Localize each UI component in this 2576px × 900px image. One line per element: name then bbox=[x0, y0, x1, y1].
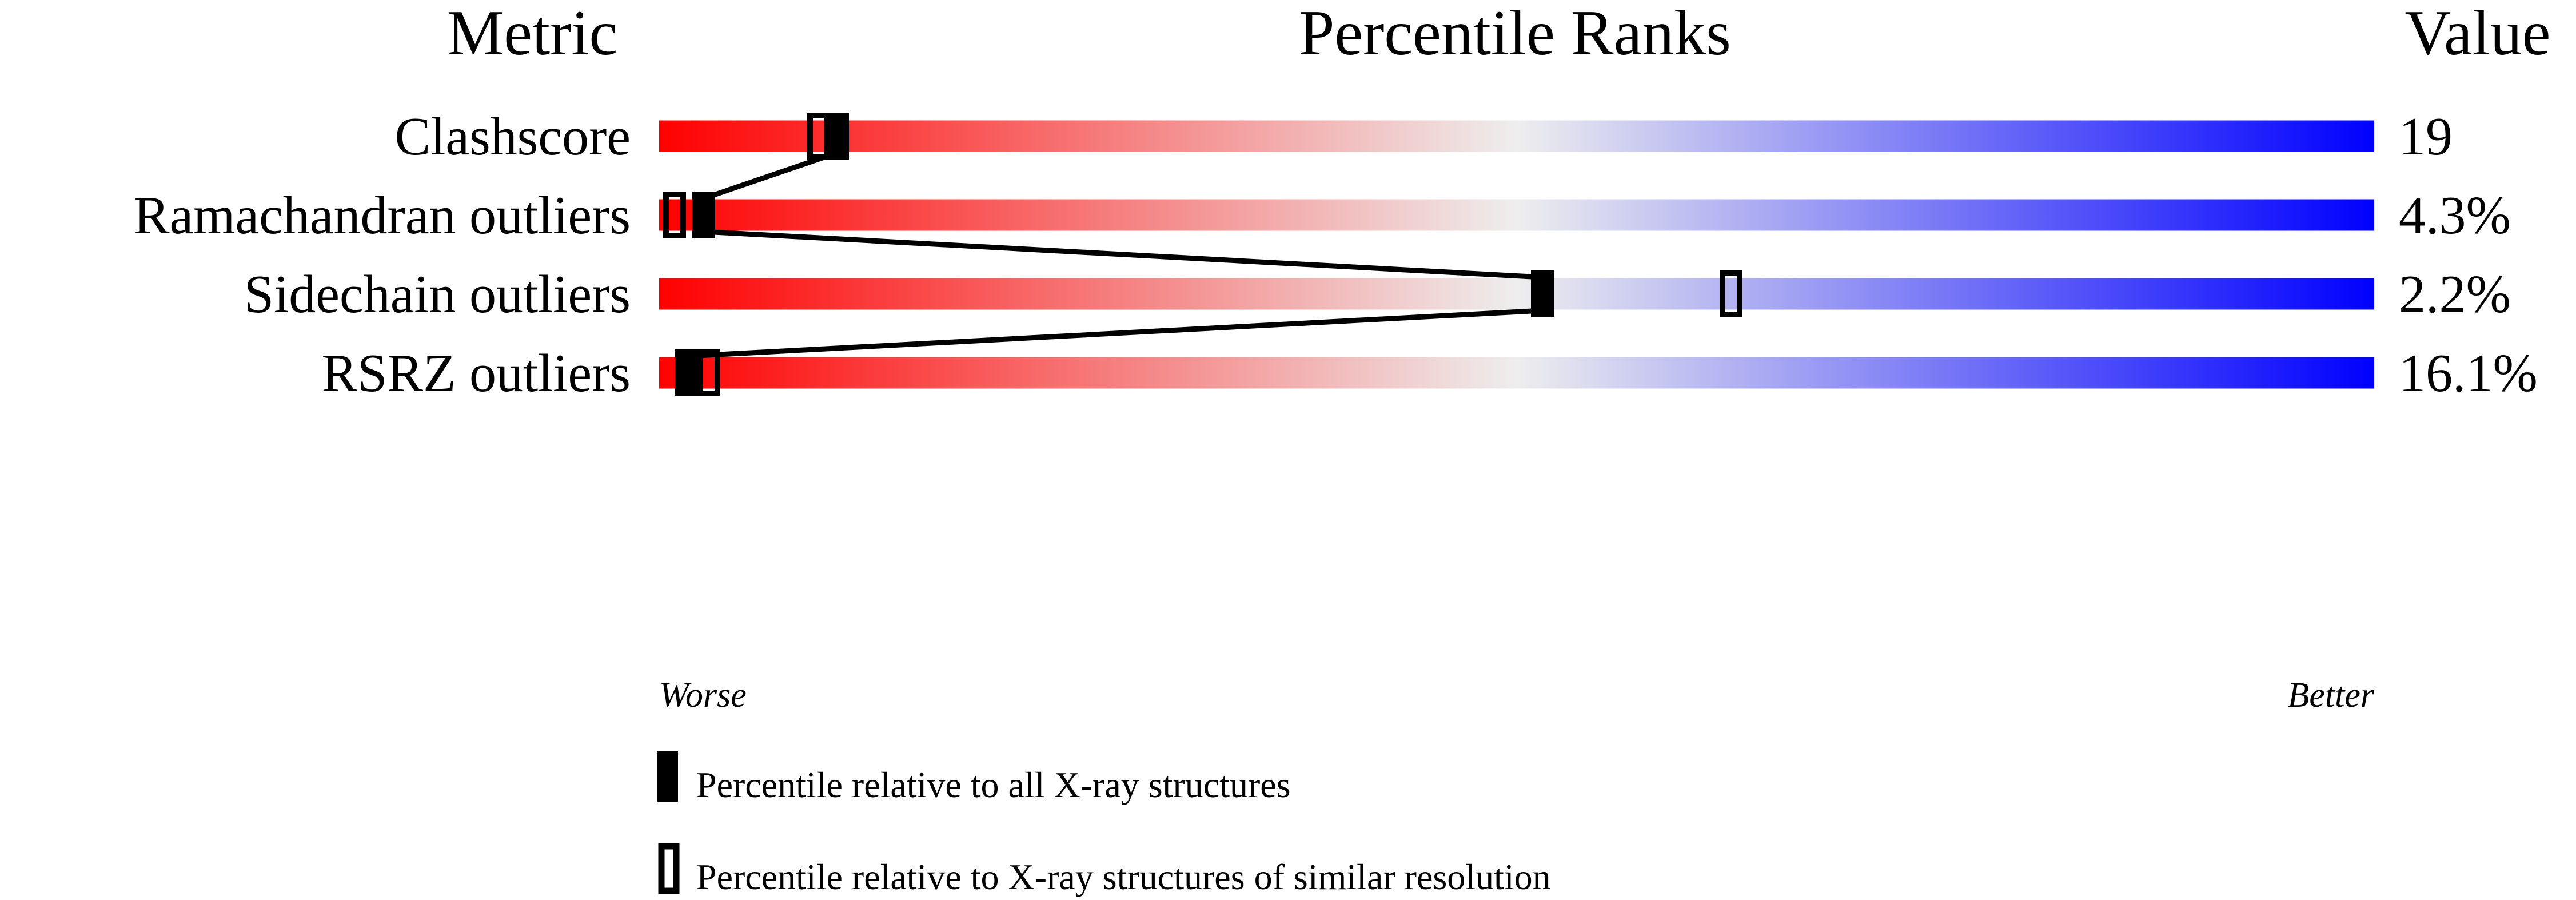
connector-line bbox=[686, 308, 1543, 359]
header-percentile-ranks: Percentile Ranks bbox=[1299, 0, 1731, 69]
metric-value: 4.3% bbox=[2399, 186, 2511, 245]
percentile-bar bbox=[659, 199, 2374, 231]
percentile-bar bbox=[659, 120, 2374, 152]
metric-label: RSRZ outliers bbox=[321, 344, 631, 403]
percentile-bar bbox=[659, 278, 2374, 310]
percentile-bar bbox=[659, 357, 2374, 389]
axis-label-better: Better bbox=[2288, 676, 2375, 715]
metric-label: Sidechain outliers bbox=[244, 265, 631, 324]
connector-line bbox=[703, 229, 1543, 280]
marker-all-structures bbox=[675, 349, 698, 396]
legend-label-similar: Percentile relative to X-ray structures … bbox=[696, 857, 1551, 897]
metric-value: 19 bbox=[2399, 107, 2453, 166]
metric-value: 2.2% bbox=[2399, 265, 2511, 324]
marker-all-structures bbox=[826, 113, 849, 160]
metric-label: Ramachandran outliers bbox=[134, 186, 631, 245]
legend-open-marker bbox=[658, 843, 680, 894]
marker-similar-resolution bbox=[697, 349, 720, 396]
marker-similar-resolution bbox=[663, 192, 686, 238]
marker-all-structures bbox=[692, 192, 715, 238]
axis-label-worse: Worse bbox=[659, 676, 747, 715]
header-value: Value bbox=[2404, 0, 2550, 69]
marker-similar-resolution bbox=[1720, 270, 1742, 317]
legend-label-all: Percentile relative to all X-ray structu… bbox=[696, 764, 1291, 805]
connector-line bbox=[703, 150, 839, 201]
metric-value: 16.1% bbox=[2399, 344, 2538, 403]
header-metric: Metric bbox=[447, 0, 618, 69]
marker-all-structures bbox=[1531, 270, 1554, 317]
legend-filled-marker bbox=[657, 751, 678, 802]
metric-label: Clashscore bbox=[395, 107, 631, 166]
